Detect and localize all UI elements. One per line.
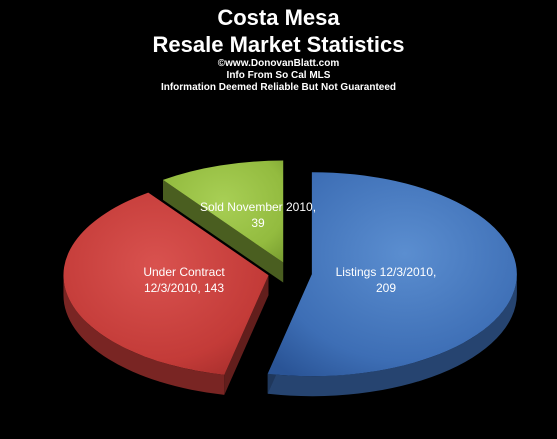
slice-label-2-line-1: 39 — [251, 216, 265, 230]
disclaimer-text: Information Deemed Reliable But Not Guar… — [160, 82, 397, 93]
slice-label-0-line-0: Listings 12/3/2010, — [336, 265, 437, 279]
credit-text: ©www.DonovanBlatt.com — [217, 58, 340, 69]
pie-slice-2 — [162, 160, 284, 263]
slice-side-0 — [267, 274, 517, 397]
slice-label-2-line-0: Sold November 2010, — [200, 200, 316, 214]
slice-label-0-line-1: 209 — [376, 281, 396, 295]
chart-title-line-2: Resale Market Statistics — [152, 32, 405, 57]
pie-slice-0 — [267, 172, 517, 377]
slice-wall-2-0 — [162, 179, 284, 283]
slice-side-1 — [63, 275, 225, 395]
pie-slice-1 — [63, 192, 269, 375]
slice-label-1-line-1: 12/3/2010, 143 — [144, 281, 224, 295]
slice-label-1-line-0: Under Contract — [143, 265, 225, 279]
chart-header: Costa Mesa Resale Market Statistics ©www… — [0, 4, 557, 94]
slice-label-0: Listings 12/3/2010, 209 — [336, 265, 437, 295]
slice-label-2: Sold November 2010, 39 — [200, 200, 316, 230]
source-text: Info From So Cal MLS — [226, 70, 331, 81]
slice-wall-1-0 — [224, 275, 269, 395]
chart-title-line-1: Costa Mesa — [217, 5, 340, 30]
slice-label-1: Under Contract 12/3/2010, 143 — [143, 265, 225, 295]
